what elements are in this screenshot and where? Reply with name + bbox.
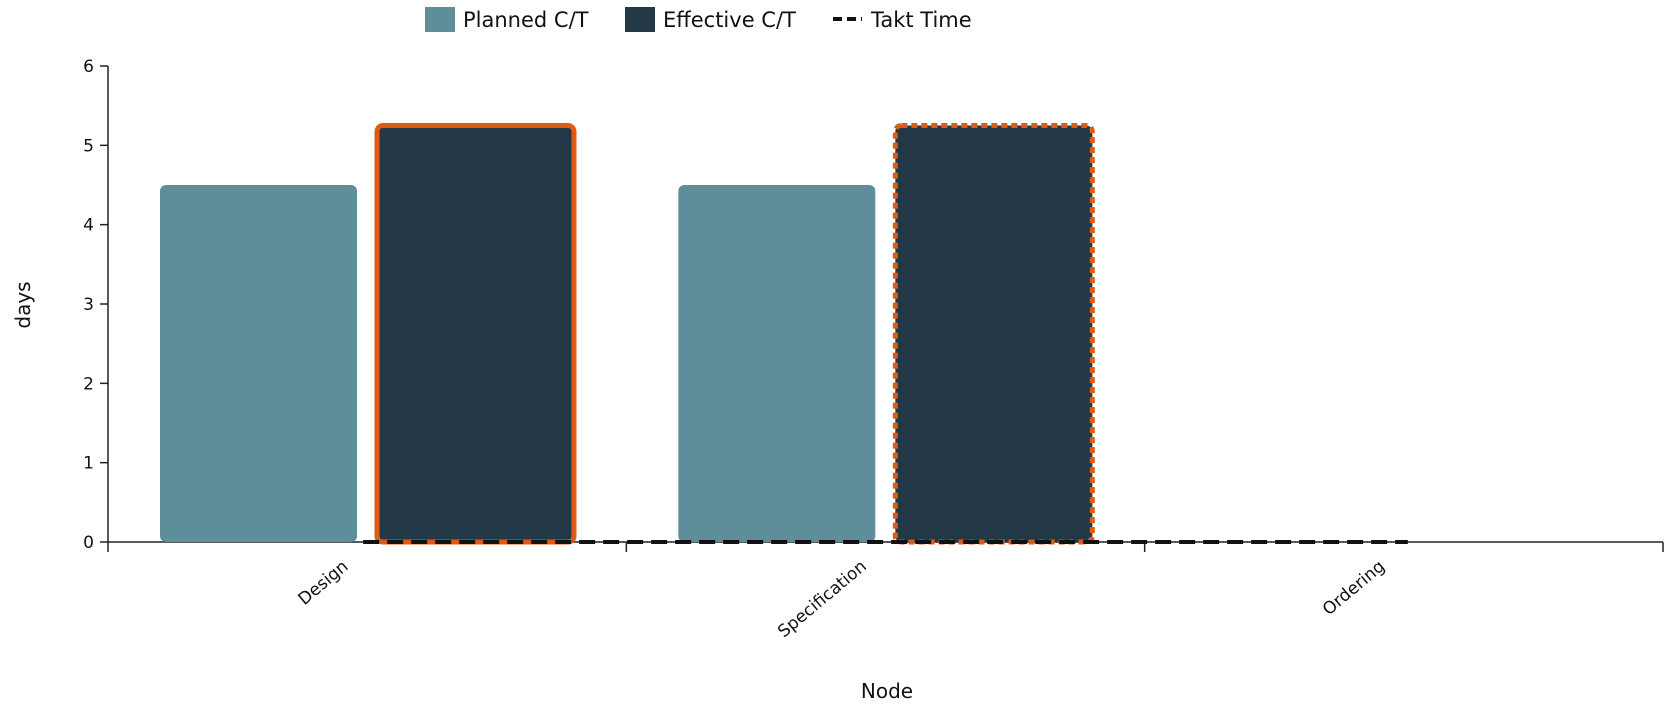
y-tick-label: 5 [83, 136, 94, 156]
legend-swatch-effective [625, 7, 655, 32]
y-tick-label: 4 [83, 216, 94, 236]
y-tick-label: 0 [83, 533, 94, 553]
x-tick-label: Specification [774, 557, 870, 642]
y-axis-title: days [11, 281, 35, 328]
bar-planned-c-t-specification [678, 185, 876, 542]
legend: Planned C/T Effective C/T Takt Time [425, 7, 972, 32]
y-tick-label: 6 [83, 57, 94, 77]
y-tick-label: 3 [83, 295, 94, 315]
plot-area: 0 1 2 3 4 5 6 Design Specification Ordering [83, 57, 1664, 642]
y-tick-label: 1 [83, 454, 94, 474]
bar-planned-c-t-design [160, 185, 357, 542]
bar-effective-c-t-design [374, 123, 577, 545]
legend-label-planned: Planned C/T [463, 8, 589, 32]
bar-effective-c-t-specification [892, 123, 1095, 545]
x-axis-title: Node [861, 679, 913, 703]
x-tick-label: Design [295, 557, 353, 610]
x-tick-label: Ordering [1319, 557, 1389, 620]
y-tick-label: 2 [83, 374, 94, 394]
legend-label-effective: Effective C/T [663, 8, 796, 32]
legend-label-takt: Takt Time [870, 8, 972, 32]
legend-swatch-planned [425, 7, 455, 32]
